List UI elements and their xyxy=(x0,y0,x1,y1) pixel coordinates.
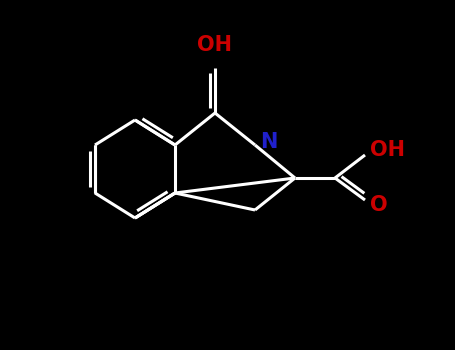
Text: O: O xyxy=(370,195,388,215)
Text: OH: OH xyxy=(197,35,233,55)
Text: N: N xyxy=(260,132,278,152)
Text: OH: OH xyxy=(370,140,405,160)
